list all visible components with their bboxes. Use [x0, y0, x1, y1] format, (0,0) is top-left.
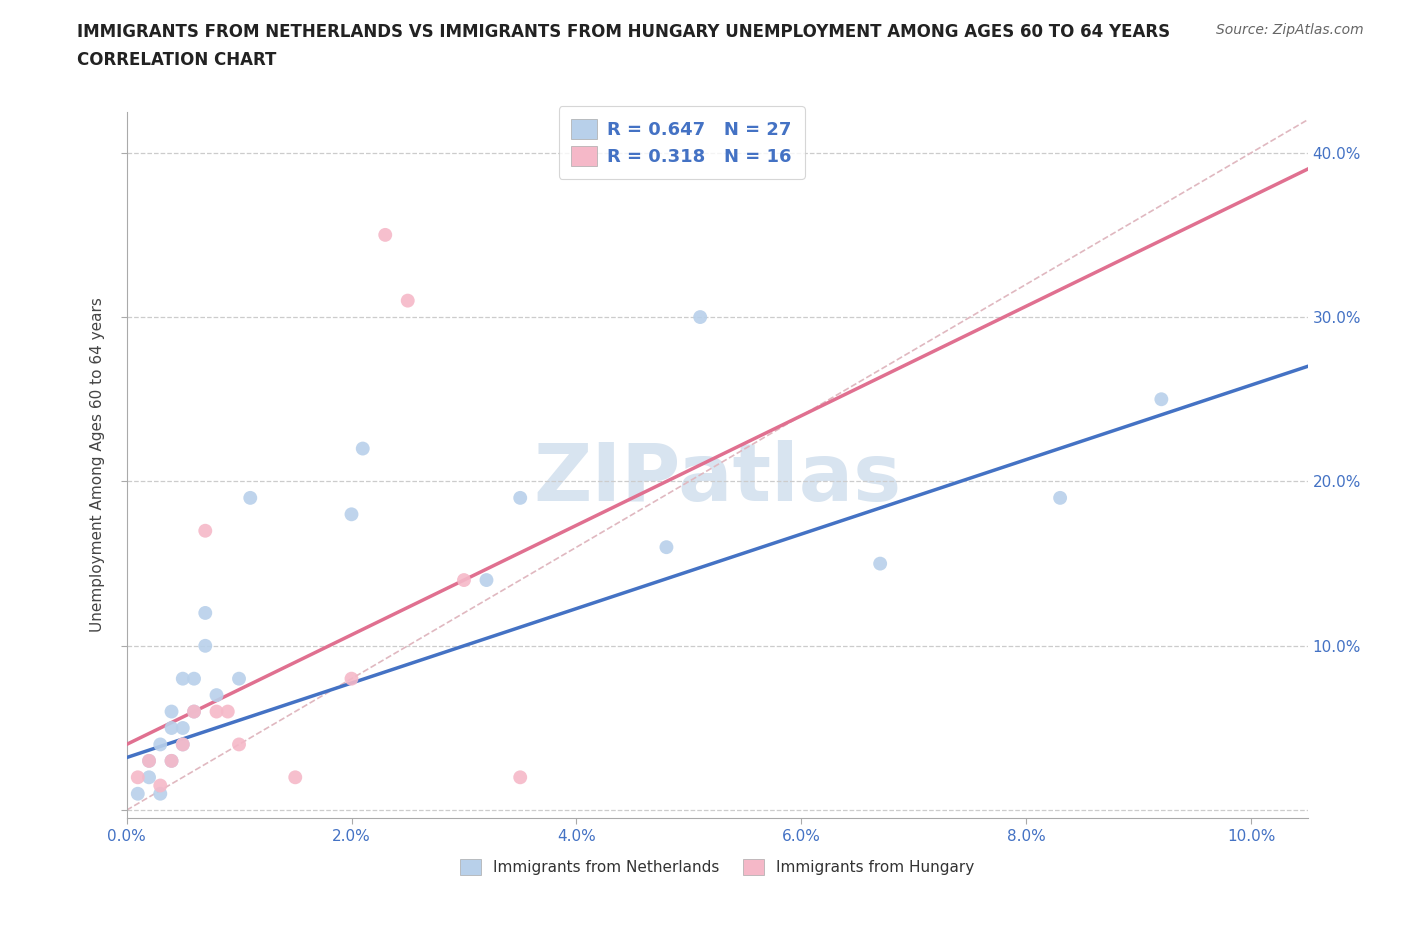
Point: [149, 737, 172, 751]
Point: [194, 605, 217, 620]
Point: [138, 770, 160, 785]
Point: [127, 770, 149, 785]
Point: [194, 638, 217, 653]
Point: [340, 671, 363, 686]
Point: [138, 753, 160, 768]
Point: [172, 737, 194, 751]
Point: [1150, 392, 1173, 406]
Point: [149, 778, 172, 793]
Point: [149, 786, 172, 801]
Text: CORRELATION CHART: CORRELATION CHART: [77, 51, 277, 69]
Point: [160, 721, 183, 736]
Point: [396, 293, 419, 308]
Point: [183, 704, 205, 719]
Point: [194, 524, 217, 538]
Text: Source: ZipAtlas.com: Source: ZipAtlas.com: [1216, 23, 1364, 37]
Point: [655, 539, 678, 554]
Point: [217, 704, 239, 719]
Point: [228, 671, 250, 686]
Point: [183, 671, 205, 686]
Point: [340, 507, 363, 522]
Point: [284, 770, 307, 785]
Point: [205, 687, 228, 702]
Point: [228, 737, 250, 751]
Legend: Immigrants from Netherlands, Immigrants from Hungary: Immigrants from Netherlands, Immigrants …: [454, 853, 980, 882]
Text: IMMIGRANTS FROM NETHERLANDS VS IMMIGRANTS FROM HUNGARY UNEMPLOYMENT AMONG AGES 6: IMMIGRANTS FROM NETHERLANDS VS IMMIGRANT…: [77, 23, 1170, 41]
Point: [239, 490, 262, 505]
Point: [509, 770, 531, 785]
Point: [374, 228, 396, 243]
Point: [127, 786, 149, 801]
Point: [475, 573, 498, 588]
Point: [160, 704, 183, 719]
Point: [509, 490, 531, 505]
Point: [183, 704, 205, 719]
Point: [172, 671, 194, 686]
Point: [1049, 490, 1071, 505]
Point: [172, 721, 194, 736]
Point: [205, 704, 228, 719]
Y-axis label: Unemployment Among Ages 60 to 64 years: Unemployment Among Ages 60 to 64 years: [90, 298, 105, 632]
Point: [689, 310, 711, 325]
Point: [160, 753, 183, 768]
Point: [138, 753, 160, 768]
Text: ZIPatlas: ZIPatlas: [533, 440, 901, 518]
Point: [453, 573, 475, 588]
Point: [172, 737, 194, 751]
Point: [352, 441, 374, 456]
Point: [869, 556, 891, 571]
Point: [160, 753, 183, 768]
